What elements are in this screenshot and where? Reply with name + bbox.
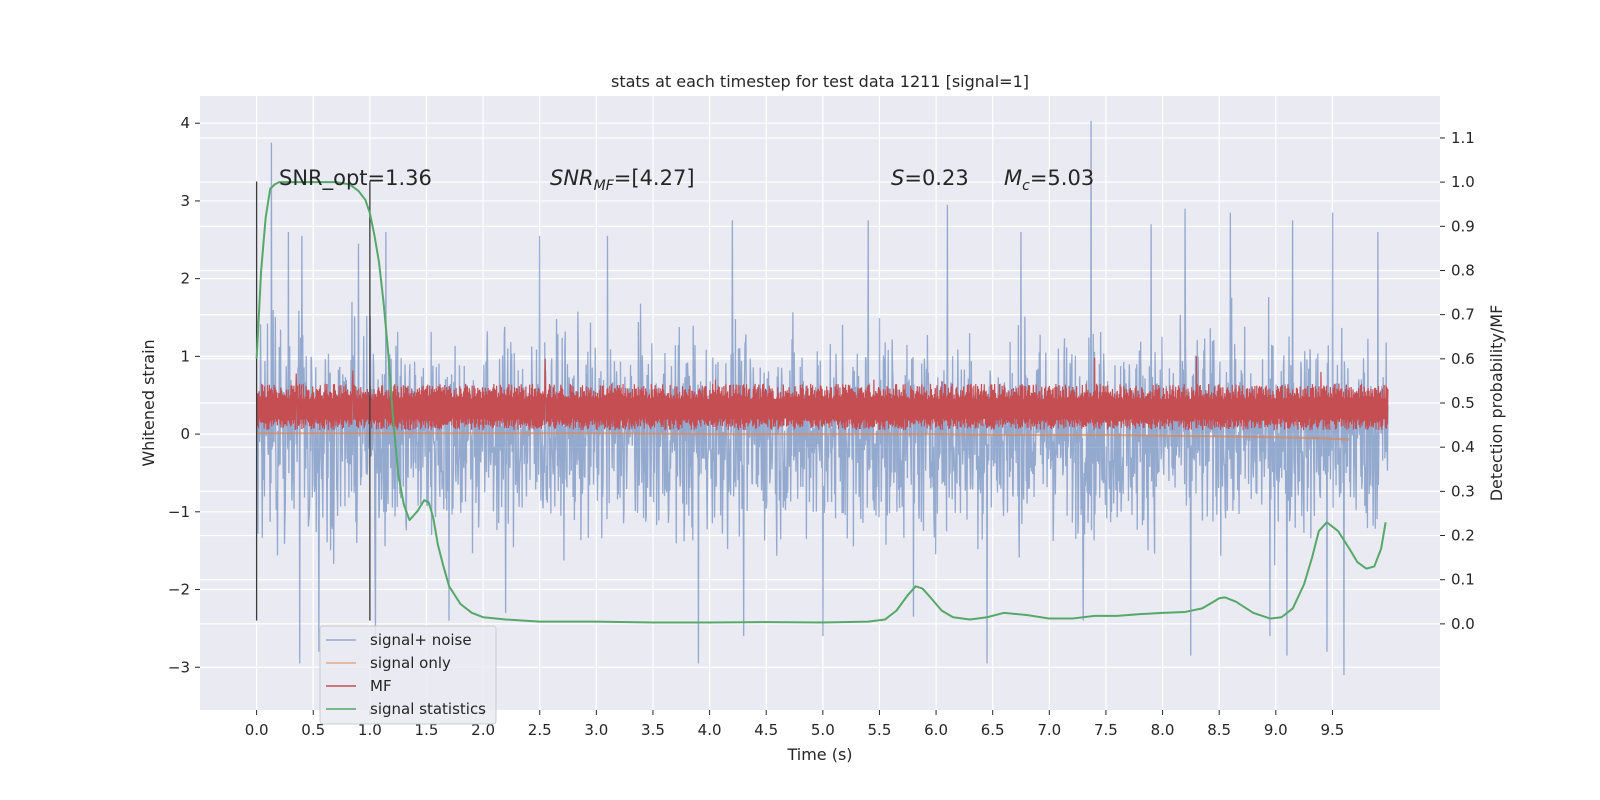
x-tick-label: 8.0: [1151, 721, 1175, 739]
y-tick-label-right: 0.1: [1451, 571, 1475, 589]
annotation-mc-main: M: [1004, 166, 1022, 190]
vertical-markers: [255, 181, 371, 621]
legend-box: [319, 625, 497, 725]
tick-layer: 0.0 0.5 1.0 1.5 2.0 2.5 3.0 3.5 4.0 4.5 5.0 5.5 6.0 6…: [168, 114, 1475, 739]
annotation-mc: Mc=5.03: [1004, 166, 1094, 194]
y-tick-label-right: 0.0: [1451, 615, 1475, 633]
series-mf: [256, 356, 1389, 431]
x-tick-label: 3.5: [641, 721, 665, 739]
y-tick-label-right: 0.8: [1451, 261, 1475, 279]
x-tick-label: 0.5: [301, 721, 325, 739]
y-tick-label-right: 0.6: [1451, 350, 1475, 368]
annotation-snr-mf-value: =[4.27]: [614, 166, 695, 190]
x-tick-label: 4.5: [754, 721, 778, 739]
chart-title: stats at each timestep for test data 121…: [611, 72, 1029, 91]
x-tick-label: 1.0: [358, 721, 382, 739]
annotation-mc-value: =5.03: [1030, 166, 1094, 190]
legend-label-mf: MF: [370, 677, 392, 695]
annotation-snr-mf: SNRMF=[4.27]: [550, 166, 695, 194]
y-tick-label-left: −1: [168, 503, 190, 521]
x-tick-label: 1.5: [415, 721, 439, 739]
x-tick-label: 9.5: [1320, 721, 1344, 739]
x-tick-label: 7.0: [1037, 721, 1061, 739]
series-signal-only: [256, 432, 1350, 441]
y-tick-label-left: 1: [180, 347, 190, 365]
x-tick-label: 5.5: [868, 721, 892, 739]
x-tick-label: 7.5: [1094, 721, 1118, 739]
y-tick-label-right: 0.5: [1451, 394, 1475, 412]
y-tick-label-right: 0.2: [1451, 527, 1475, 545]
y-tick-label-right: 0.3: [1451, 482, 1475, 500]
signal-only-line: [256, 432, 1350, 441]
annotation-s: S=0.23: [891, 166, 969, 190]
x-tick-label: 2.0: [471, 721, 495, 739]
y-axis-title-left: Whitened strain: [139, 339, 158, 466]
legend-label-signal-statistics: signal statistics: [370, 700, 486, 718]
y-tick-label-left: −2: [168, 581, 190, 599]
signal-statistics-line: [255, 181, 1387, 624]
series-signal-statistics: [255, 181, 1387, 624]
x-tick-label: 5.0: [811, 721, 835, 739]
y-tick-label-left: 4: [180, 114, 190, 132]
y-tick-label-left: 2: [180, 270, 190, 288]
x-axis-title: Time (s): [786, 745, 852, 764]
y-tick-label-left: −3: [168, 658, 190, 676]
annotation-snr-mf-main: SNR: [550, 166, 594, 190]
x-tick-label: 6.5: [981, 721, 1005, 739]
mf-line: [256, 356, 1389, 431]
x-tick-label: 3.0: [584, 721, 608, 739]
x-tick-label: 0.0: [245, 721, 269, 739]
annotation-snr-opt: SNR_opt=1.36: [279, 166, 432, 191]
annotation-s-value: =0.23: [904, 166, 968, 190]
x-tick-label: 9.0: [1264, 721, 1288, 739]
annotation-mc-sub: c: [1022, 178, 1030, 194]
x-tick-label: 6.0: [924, 721, 948, 739]
y-axis-title-right: Detection probability/MF: [1487, 305, 1506, 502]
x-tick-label: 2.5: [528, 721, 552, 739]
y-tick-label-right: 0.4: [1451, 438, 1475, 456]
y-tick-label-right: 1.0: [1451, 173, 1475, 191]
x-tick-label: 8.5: [1207, 721, 1231, 739]
legend-label-signal-noise: signal+ noise: [370, 631, 472, 649]
legend-label-signal-only: signal only: [370, 654, 451, 672]
y-tick-label-right: 1.1: [1451, 129, 1475, 147]
legend: signal+ noise signal only MF signal stat…: [319, 625, 497, 725]
annotation-snr-mf-sub: MF: [594, 178, 615, 194]
y-tick-label-left: 3: [180, 192, 190, 210]
y-tick-label-right: 0.7: [1451, 306, 1475, 324]
y-tick-label-left: 0: [180, 425, 190, 443]
y-tick-label-right: 0.9: [1451, 217, 1475, 235]
annotation-s-main: S: [891, 166, 904, 190]
x-tick-label: 4.0: [698, 721, 722, 739]
